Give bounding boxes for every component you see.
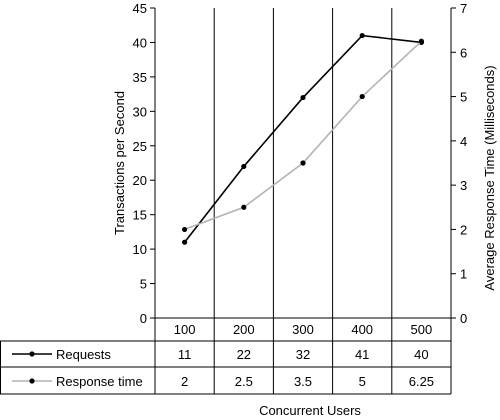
legend-marker-requests [29,351,35,357]
category-label: 400 [351,322,373,337]
data-point [359,93,365,100]
left-tick-label: 30 [133,104,147,119]
table-cell: 32 [296,347,310,362]
right-tick-label: 1 [460,267,467,282]
right-tick-label: 7 [460,1,467,16]
table-cell: 2 [181,374,188,389]
legend-marker-response-time [29,378,35,384]
table-cell: 5 [359,374,366,389]
left-tick-label: 0 [140,311,147,326]
left-tick-label: 15 [133,208,147,223]
legend-label-requests: Requests [56,347,111,362]
left-tick-label: 25 [133,139,147,154]
right-tick-label: 6 [460,45,467,60]
data-point [241,163,247,170]
right-tick-label: 0 [460,311,467,326]
left-tick-label: 5 [140,277,147,292]
data-point [418,38,424,44]
right-tick-label: 5 [460,90,467,105]
left-tick-label: 35 [133,70,147,85]
right-axis-title: Average Response Time (Milliseconds) [482,65,497,290]
table-cell: 40 [414,347,428,362]
table-cell: 22 [237,347,251,362]
series-line-response-time [184,40,422,231]
category-label: 100 [174,322,196,337]
table-cell: 11 [178,347,192,362]
data-point [300,160,306,166]
table-cell: 3.5 [294,374,312,389]
table-cell: 6.25 [409,374,434,389]
category-label: 500 [411,322,433,337]
category-label: 300 [292,322,314,337]
series-line-requests [183,34,422,243]
left-tick-label: 45 [133,1,147,16]
table-cell: 2.5 [235,374,253,389]
x-axis-title: Concurrent Users [259,403,361,418]
data-point [241,204,247,210]
data-point [300,94,306,101]
left-tick-label: 20 [133,173,147,188]
left-axis-title: Transactions per Second [112,91,127,235]
left-tick-label: 10 [133,242,147,257]
right-tick-label: 4 [460,134,467,149]
table-cell: 41 [355,347,369,362]
right-tick-label: 3 [460,178,467,193]
data-point [359,32,365,39]
legend-label-response-time: Response time [56,374,143,389]
category-label: 200 [233,322,255,337]
data-point [182,239,188,245]
right-tick-label: 2 [460,222,467,237]
data-point [182,226,188,233]
left-tick-label: 40 [133,35,147,50]
